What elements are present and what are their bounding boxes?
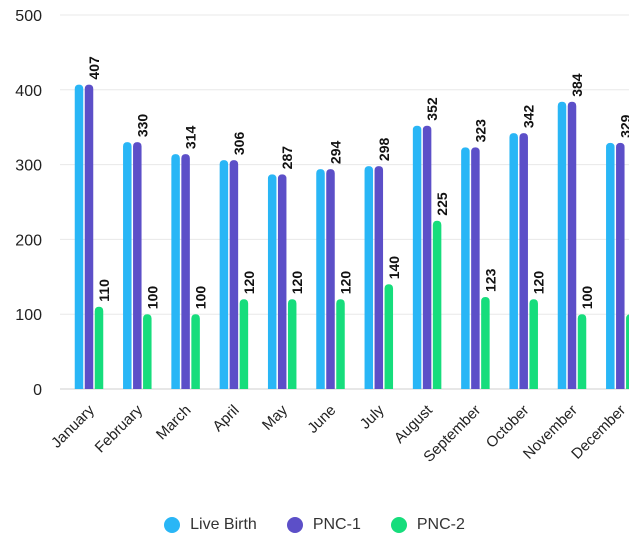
data-label-pnc-2-november: 100 xyxy=(579,286,595,310)
bar-live-birth-october xyxy=(509,133,518,389)
bar-pnc-2-september xyxy=(481,296,490,389)
x-tick-label-june: June xyxy=(304,402,339,437)
bar-pnc-1-may xyxy=(277,174,287,389)
data-label-pnc-2-june: 120 xyxy=(338,271,354,295)
data-label-pnc-1-august: 352 xyxy=(424,97,440,121)
bar-pnc-1-october xyxy=(519,133,528,389)
data-label-pnc-1-december: 329 xyxy=(617,114,629,138)
legend-label-pnc-2: PNC-2 xyxy=(416,516,465,533)
bar-pnc-2-october xyxy=(529,299,538,389)
x-tick-label-may: May xyxy=(259,401,291,433)
data-label-pnc-2-march: 100 xyxy=(193,286,209,310)
bar-live-birth-november xyxy=(557,101,567,389)
x-tick-label-august: August xyxy=(391,401,437,447)
bar-pnc-1-march xyxy=(181,154,190,389)
bar-pnc-1-december xyxy=(616,142,625,389)
data-label-pnc-1-january: 407 xyxy=(86,56,102,80)
legend-dot-pnc-2 xyxy=(390,517,407,533)
x-tick-label-march: March xyxy=(153,402,194,443)
bar-live-birth-january xyxy=(74,84,84,390)
bar-pnc-1-january xyxy=(84,84,94,390)
legend-dot-pnc-1 xyxy=(286,517,303,533)
x-tick-label-october: October xyxy=(483,402,533,452)
bar-chart: 0100200300400500407110January330100Febru… xyxy=(15,8,629,466)
bar-live-birth-may xyxy=(267,174,277,389)
data-label-pnc-1-november: 384 xyxy=(569,73,585,97)
bar-pnc-2-july xyxy=(384,284,394,389)
bar-pnc-1-june xyxy=(326,169,335,389)
y-tick-label: 200 xyxy=(15,232,42,249)
data-label-pnc-2-may: 120 xyxy=(289,271,305,295)
data-label-pnc-1-june: 294 xyxy=(328,141,344,165)
bar-pnc-1-august xyxy=(422,125,432,389)
legend: Live Birth PNC-1 PNC-2 xyxy=(0,510,629,540)
y-tick-label: 0 xyxy=(33,382,42,399)
y-tick-label: 400 xyxy=(15,83,42,100)
bar-pnc-2-january xyxy=(94,306,104,389)
bar-live-birth-july xyxy=(364,166,374,389)
data-label-pnc-1-may: 287 xyxy=(279,146,295,170)
data-label-pnc-2-august: 225 xyxy=(434,192,450,216)
x-tick-label-april: April xyxy=(209,402,242,435)
bar-pnc-1-november xyxy=(567,101,577,389)
bar-pnc-2-may xyxy=(287,299,297,389)
bar-live-birth-march xyxy=(171,154,180,389)
bar-pnc-1-february xyxy=(133,142,142,389)
bar-pnc-1-september xyxy=(471,147,480,389)
data-label-pnc-2-april: 120 xyxy=(241,271,257,295)
bar-pnc-1-april xyxy=(229,160,239,389)
bar-pnc-1-july xyxy=(374,166,384,389)
bar-live-birth-august xyxy=(412,125,422,389)
data-label-pnc-1-october: 342 xyxy=(521,105,537,129)
legend-item-pnc-2[interactable]: PNC-2 xyxy=(390,516,465,534)
bar-pnc-2-june xyxy=(336,299,345,389)
bar-pnc-2-august xyxy=(432,220,442,389)
bar-live-birth-april xyxy=(219,160,229,389)
data-label-pnc-2-december: 100 xyxy=(627,286,629,310)
legend-label-pnc-1: PNC-1 xyxy=(312,516,361,533)
x-tick-label-july: July xyxy=(357,401,388,432)
y-tick-label: 300 xyxy=(15,158,42,175)
data-label-pnc-2-july: 140 xyxy=(386,256,402,280)
bar-live-birth-december xyxy=(606,142,615,389)
legend-dot-live-birth xyxy=(164,517,181,533)
data-label-pnc-2-october: 120 xyxy=(531,271,547,295)
y-tick-label: 100 xyxy=(15,307,42,324)
bar-pnc-2-february xyxy=(143,314,152,389)
bar-live-birth-september xyxy=(461,147,470,389)
bar-pnc-2-march xyxy=(191,314,200,389)
x-tick-label-february: February xyxy=(92,401,147,456)
bar-live-birth-february xyxy=(123,142,132,389)
data-label-pnc-2-january: 110 xyxy=(96,279,112,302)
bar-pnc-2-november xyxy=(577,314,587,389)
y-tick-label: 500 xyxy=(15,8,42,25)
data-label-pnc-1-july: 298 xyxy=(376,138,392,162)
data-label-pnc-1-september: 323 xyxy=(472,119,488,143)
bar-live-birth-june xyxy=(316,169,325,389)
data-label-pnc-1-april: 306 xyxy=(231,132,247,156)
data-label-pnc-2-september: 123 xyxy=(482,268,498,292)
legend-item-live-birth[interactable]: Live Birth xyxy=(164,516,257,534)
legend-label-live-birth: Live Birth xyxy=(190,516,257,533)
legend-item-pnc-1[interactable]: PNC-1 xyxy=(286,516,361,534)
data-label-pnc-1-february: 330 xyxy=(134,114,150,138)
data-label-pnc-1-march: 314 xyxy=(183,126,199,150)
bar-pnc-2-april xyxy=(239,299,249,389)
data-label-pnc-2-february: 100 xyxy=(144,286,160,310)
bar-pnc-2-december xyxy=(626,314,629,389)
